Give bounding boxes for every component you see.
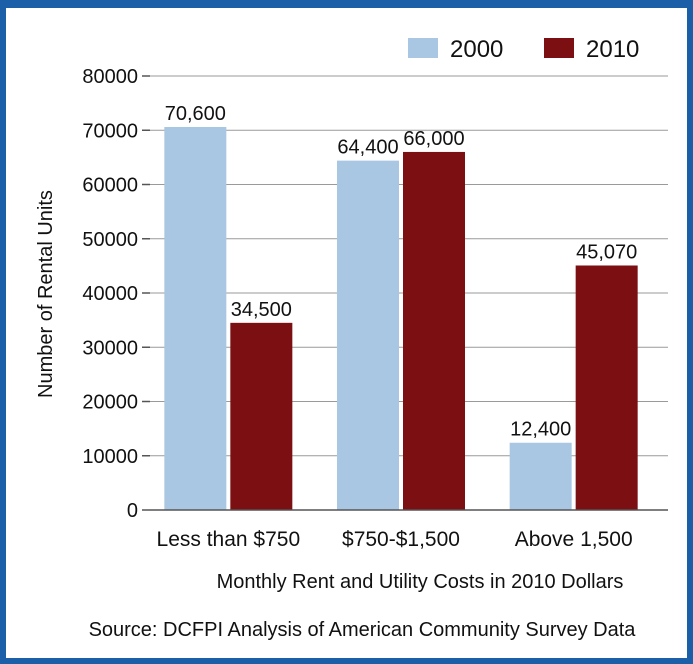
y-tick-label: 40000 [82,283,138,305]
legend: 2000 2010 [408,36,639,63]
data-label: 64,400 [337,137,398,159]
category-label: Less than $750 [157,528,301,551]
bar-2010-0 [230,322,293,510]
legend-label: 2010 [586,36,639,63]
y-axis-label: Number of Rental Units [35,190,57,398]
category-label: Above 1,500 [515,528,633,551]
bars [164,126,638,511]
data-label: 70,600 [165,103,226,125]
data-label: 66,000 [403,128,464,150]
legend-swatch-2000 [408,38,438,58]
y-tick-label: 20000 [82,392,138,414]
x-axis-categories: Less than $750 $750-$1,500 Above 1,500 [157,528,633,551]
y-tick-label: 0 [127,500,138,522]
x-axis-label: Monthly Rent and Utility Costs in 2010 D… [217,571,624,593]
y-tick-label: 80000 [82,66,138,88]
y-tick-label: 10000 [82,446,138,468]
data-label: 12,400 [510,419,571,441]
data-label: 34,500 [231,299,292,321]
bar-2000-0 [164,126,227,511]
y-tick-label: 70000 [82,120,138,142]
bar-2000-1 [337,160,399,510]
y-tick-label: 60000 [82,175,138,197]
y-tick-label: 50000 [82,229,138,251]
bar-2010-1 [403,151,465,510]
legend-label: 2000 [450,36,503,63]
source-note: Source: DCFPI Analysis of American Commu… [89,619,637,641]
bar-2000-2 [509,442,572,510]
y-tick-label: 30000 [82,337,138,359]
data-labels: 70,600 34,500 64,400 66,000 12,400 45,070 [165,103,638,441]
legend-swatch-2010 [544,38,574,58]
category-label: $750-$1,500 [342,528,460,551]
bar-2010-2 [575,265,638,510]
data-label: 45,070 [576,241,637,263]
y-axis-ticks: 0 10000 20000 30000 40000 50000 60000 70000 8000… [82,66,150,522]
